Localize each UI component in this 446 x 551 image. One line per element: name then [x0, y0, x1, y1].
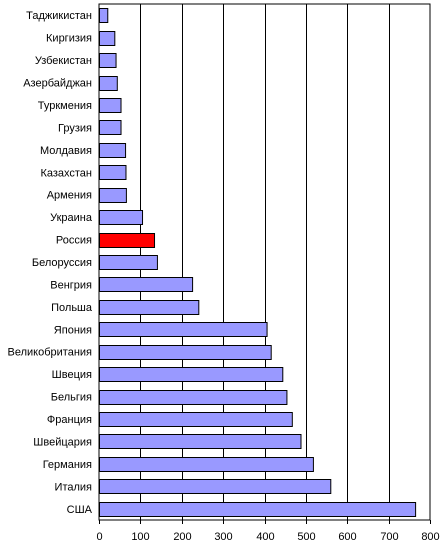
category-label: Киргизия [46, 33, 92, 45]
bars [99, 8, 417, 517]
bar-14 [99, 322, 268, 337]
bar-12 [99, 277, 194, 292]
x-tick-label: 500 [297, 531, 315, 543]
category-label: Туркмения [38, 100, 92, 112]
x-tick-label: 800 [421, 531, 439, 543]
x-tick-label: 0 [96, 531, 102, 543]
category-label: Италия [55, 481, 93, 493]
category-label: Молдавия [40, 145, 92, 157]
category-label: Бельгия [51, 392, 92, 404]
category-label: Казахстан [40, 167, 92, 179]
bar-5 [99, 120, 122, 135]
category-label: Великобритания [8, 347, 93, 359]
bar-8 [99, 188, 127, 203]
x-tick-label: 700 [380, 531, 398, 543]
category-label: Армения [47, 190, 92, 202]
bar-2 [99, 53, 117, 68]
category-label: Франция [47, 414, 92, 426]
bar-4 [99, 98, 122, 113]
bar-17 [99, 390, 288, 405]
x-tick-label: 600 [338, 531, 356, 543]
x-axis-ticks: 0 100 200 300 400 500 600 700 800 [96, 520, 440, 543]
category-label: Швеция [52, 369, 92, 381]
x-tick-label: 400 [256, 531, 274, 543]
category-label: Белоруссия [32, 257, 92, 269]
x-tick-label: 300 [214, 531, 232, 543]
category-label: Япония [54, 324, 92, 336]
category-label: США [67, 504, 93, 516]
bar-15 [99, 345, 272, 360]
bar-7 [99, 165, 127, 180]
category-label: Грузия [58, 122, 92, 134]
bar-18 [99, 412, 293, 427]
bar-13 [99, 300, 200, 315]
category-label: Германия [43, 459, 92, 471]
bar-6 [99, 143, 127, 158]
bar-19 [99, 434, 302, 449]
category-labels: Таджикистан Киргизия Узбекистан Азербайджан… [8, 10, 93, 516]
x-tick-label: 200 [173, 531, 191, 543]
bar-9 [99, 210, 144, 225]
bar-0 [99, 8, 109, 23]
bar-22 [99, 502, 417, 517]
category-label: Азербайджан [23, 78, 92, 90]
category-label: Швейцария [33, 436, 92, 448]
bar-10 [99, 233, 156, 248]
bar-20 [99, 457, 314, 472]
category-label: Таджикистан [26, 10, 92, 22]
category-label: Украина [50, 212, 93, 224]
bar-11 [99, 255, 158, 270]
category-label: Венгрия [50, 279, 92, 291]
bar-21 [99, 479, 332, 494]
bar-1 [99, 31, 116, 46]
bar-3 [99, 76, 118, 91]
x-tick-label: 100 [131, 531, 149, 543]
category-label: Польша [51, 302, 93, 314]
category-label: Россия [56, 235, 92, 247]
bar-16 [99, 367, 284, 382]
category-label: Узбекистан [35, 55, 92, 67]
